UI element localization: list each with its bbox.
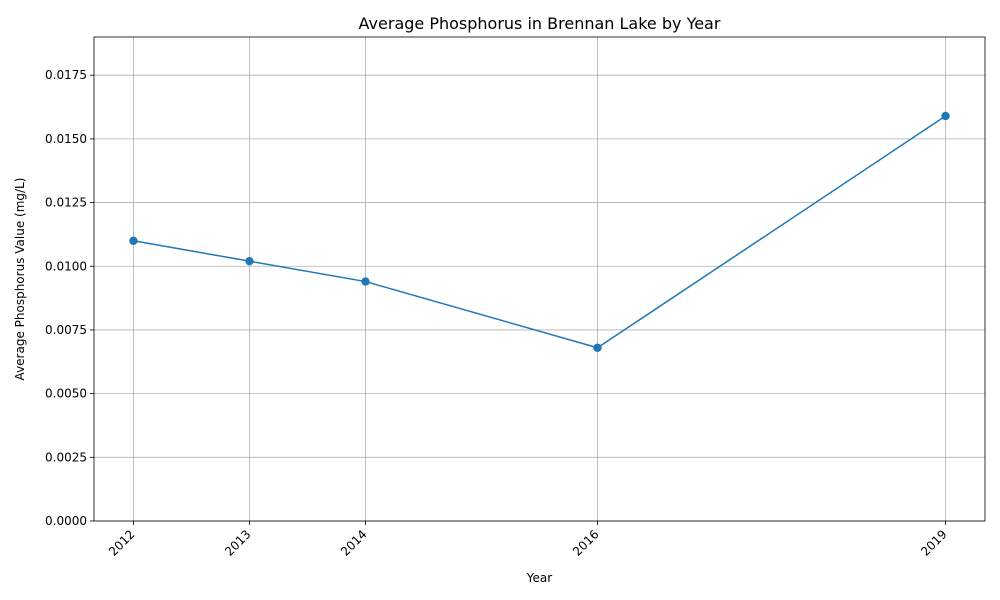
- x-axis: 2012 2013 2014 2016 2019: [106, 521, 950, 559]
- data-point: [361, 277, 370, 286]
- x-tick-label: 2019: [918, 527, 949, 558]
- x-tick-label: 2013: [222, 527, 253, 558]
- data-point: [593, 343, 602, 352]
- y-tick-label: 0.0100: [45, 259, 87, 273]
- x-tick-label: 2014: [338, 527, 369, 558]
- x-axis-label: Year: [526, 571, 552, 585]
- grid: [94, 37, 985, 522]
- series-line: [133, 115, 946, 349]
- y-axis-label: Average Phosphorus Value (mg/L): [13, 178, 27, 381]
- x-tick-label: 2012: [106, 527, 137, 558]
- x-tick-label: 2016: [570, 527, 601, 558]
- axes-frame: [93, 36, 986, 522]
- data-point: [129, 236, 138, 245]
- y-tick-label: 0.0000: [45, 514, 87, 528]
- data-point: [941, 111, 950, 121]
- series-layer: [129, 111, 950, 352]
- y-tick-label: 0.0025: [45, 450, 87, 464]
- y-tick-label: 0.0175: [45, 68, 87, 82]
- y-tick-label: 0.0125: [45, 196, 87, 210]
- data-point: [245, 256, 254, 266]
- y-tick-label: 0.0050: [45, 387, 87, 401]
- y-tick-label: 0.0150: [45, 132, 87, 146]
- y-tick-label: 0.0075: [45, 323, 87, 337]
- y-axis: 0.0000 0.0025 0.0050 0.0075 0.0100 0.0125 0.01…: [45, 68, 94, 528]
- chart-title: Average Phosphorus in Brennan Lake by Ye…: [359, 14, 721, 33]
